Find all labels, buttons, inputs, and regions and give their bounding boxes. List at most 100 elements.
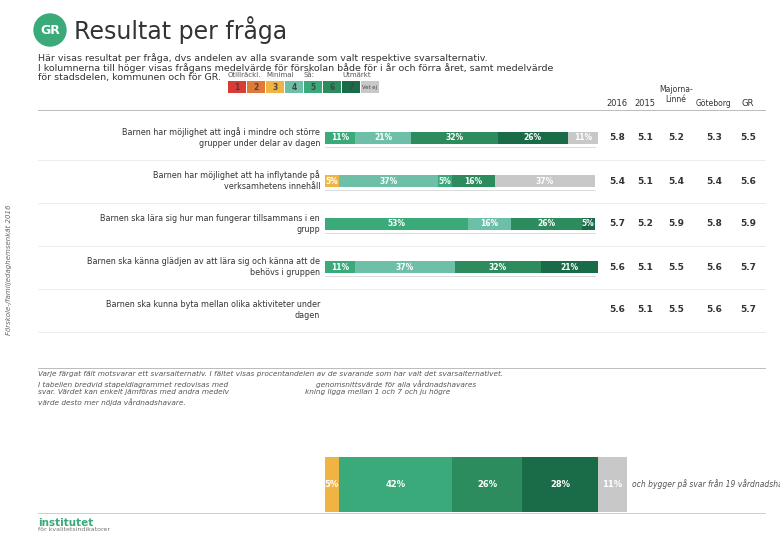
FancyBboxPatch shape <box>452 457 522 512</box>
Text: 5.8: 5.8 <box>609 133 625 143</box>
Text: 11%: 11% <box>574 133 592 143</box>
Text: 53%: 53% <box>388 219 406 228</box>
Text: 42%: 42% <box>385 480 406 489</box>
Text: 28%: 28% <box>550 480 570 489</box>
Text: Barnen ska kunna byta mellan olika aktiviteter under
dagen: Barnen ska kunna byta mellan olika aktiv… <box>105 300 320 320</box>
FancyBboxPatch shape <box>541 261 597 273</box>
Text: 7: 7 <box>349 83 353 91</box>
FancyBboxPatch shape <box>468 218 512 230</box>
Text: 32%: 32% <box>489 262 507 272</box>
Text: 21%: 21% <box>560 262 579 272</box>
Text: 5.2: 5.2 <box>637 219 653 228</box>
FancyBboxPatch shape <box>361 81 379 93</box>
Text: 5%: 5% <box>325 177 338 186</box>
Circle shape <box>34 14 66 46</box>
Text: 5.6: 5.6 <box>609 262 625 272</box>
Text: Minimal: Minimal <box>266 72 293 78</box>
Text: GR: GR <box>742 99 754 108</box>
FancyBboxPatch shape <box>339 175 438 187</box>
Text: 5.9: 5.9 <box>740 219 756 228</box>
Text: 26%: 26% <box>524 133 542 143</box>
Text: 5.7: 5.7 <box>609 219 625 228</box>
FancyBboxPatch shape <box>355 261 455 273</box>
Text: I tabellen bredvid stapeldiagrammet redovisas med                               : I tabellen bredvid stapeldiagrammet redo… <box>38 380 477 388</box>
FancyBboxPatch shape <box>495 175 595 187</box>
FancyBboxPatch shape <box>355 132 411 144</box>
Text: 1: 1 <box>234 83 239 91</box>
Text: 26%: 26% <box>537 219 555 228</box>
Text: I kolumnerna till höger visas frågans medelvärde för förskolan både för i år och: I kolumnerna till höger visas frågans me… <box>38 63 553 73</box>
Text: 37%: 37% <box>395 262 413 272</box>
Text: 37%: 37% <box>536 177 554 186</box>
Text: 5.8: 5.8 <box>706 219 722 228</box>
FancyBboxPatch shape <box>323 81 341 93</box>
Text: 5.3: 5.3 <box>706 133 722 143</box>
Text: Barnen ska lära sig hur man fungerar tillsammans i en
grupp: Barnen ska lära sig hur man fungerar til… <box>101 214 320 234</box>
FancyBboxPatch shape <box>339 457 452 512</box>
FancyBboxPatch shape <box>266 81 284 93</box>
Text: 11%: 11% <box>331 133 349 143</box>
Text: 37%: 37% <box>379 177 398 186</box>
Text: Barnen har möjlighet att ingå i mindre och större
grupper under delar av dagen: Barnen har möjlighet att ingå i mindre o… <box>122 127 320 149</box>
FancyBboxPatch shape <box>522 457 597 512</box>
Text: Så:: Så: <box>304 71 315 78</box>
Text: 4: 4 <box>292 83 296 91</box>
Text: 21%: 21% <box>374 133 392 143</box>
Text: 26%: 26% <box>477 480 497 489</box>
Text: 5: 5 <box>310 83 316 91</box>
Text: Förskole-/familjedaghemsenkät 2016: Förskole-/familjedaghemsenkät 2016 <box>6 205 12 335</box>
Text: Otillräckl.: Otillräckl. <box>228 72 261 78</box>
FancyBboxPatch shape <box>325 175 339 187</box>
Text: 5.4: 5.4 <box>706 177 722 186</box>
Text: institutet: institutet <box>38 518 94 528</box>
FancyBboxPatch shape <box>342 81 360 93</box>
FancyBboxPatch shape <box>325 132 355 144</box>
Text: 5%: 5% <box>582 219 594 228</box>
Text: 3: 3 <box>272 83 278 91</box>
FancyBboxPatch shape <box>325 218 468 230</box>
Text: värde desto mer nöjda vårdnadshavare.: värde desto mer nöjda vårdnadshavare. <box>38 398 186 406</box>
Text: för kvalitetsindikatorer: för kvalitetsindikatorer <box>38 527 110 532</box>
FancyBboxPatch shape <box>228 81 246 93</box>
Text: och bygger på svar från 19 vårdnadshavare av 30 möjliga, alltså 63,3%: och bygger på svar från 19 vårdnadshavar… <box>633 480 780 489</box>
Text: 5.5: 5.5 <box>740 133 756 143</box>
Text: 5.1: 5.1 <box>637 177 653 186</box>
Text: Här visas resultat per fråga, dvs andelen av alla svarande som valt respektive s: Här visas resultat per fråga, dvs andele… <box>38 53 488 63</box>
Text: 5.1: 5.1 <box>637 262 653 272</box>
Text: 2016: 2016 <box>606 99 628 108</box>
Text: 5.1: 5.1 <box>637 133 653 143</box>
FancyBboxPatch shape <box>438 175 452 187</box>
FancyBboxPatch shape <box>304 81 322 93</box>
FancyBboxPatch shape <box>597 457 627 512</box>
FancyBboxPatch shape <box>285 81 303 93</box>
FancyBboxPatch shape <box>568 132 597 144</box>
Text: Vet ej: Vet ej <box>363 84 378 90</box>
Text: 5.1: 5.1 <box>637 306 653 314</box>
Text: Barnen ska känna glädjen av att lära sig och känna att de
behövs i gruppen: Barnen ska känna glädjen av att lära sig… <box>87 257 320 277</box>
FancyBboxPatch shape <box>512 218 582 230</box>
Text: 5%: 5% <box>439 177 452 186</box>
Text: 5.6: 5.6 <box>740 177 756 186</box>
Text: 5.9: 5.9 <box>668 219 684 228</box>
Text: 5.7: 5.7 <box>740 262 756 272</box>
Text: 2: 2 <box>254 83 259 91</box>
Text: 5.6: 5.6 <box>706 262 722 272</box>
FancyBboxPatch shape <box>455 261 541 273</box>
Text: 16%: 16% <box>480 219 498 228</box>
Text: Varje färgat fält motsvarar ett svarsalternativ. I fältet visas procentandelen a: Varje färgat fält motsvarar ett svarsalt… <box>38 371 503 377</box>
FancyBboxPatch shape <box>452 175 495 187</box>
FancyBboxPatch shape <box>325 261 355 273</box>
Text: Barnen har möjlighet att ha inflytande på
verksamhetens innehåll: Barnen har möjlighet att ha inflytande p… <box>153 171 320 192</box>
Text: 11%: 11% <box>602 480 622 489</box>
Text: svar. Värdet kan enkelt jämföras med andra medelv                               : svar. Värdet kan enkelt jämföras med and… <box>38 389 450 395</box>
Text: 5.4: 5.4 <box>609 177 625 186</box>
Text: 5.7: 5.7 <box>740 306 756 314</box>
Text: 6: 6 <box>329 83 335 91</box>
FancyBboxPatch shape <box>247 81 265 93</box>
Text: 5%: 5% <box>324 480 339 489</box>
FancyBboxPatch shape <box>325 457 339 512</box>
Text: 32%: 32% <box>445 133 463 143</box>
Text: 11%: 11% <box>331 262 349 272</box>
Text: GR: GR <box>40 24 60 37</box>
Text: Resultat per fråga: Resultat per fråga <box>74 16 287 44</box>
